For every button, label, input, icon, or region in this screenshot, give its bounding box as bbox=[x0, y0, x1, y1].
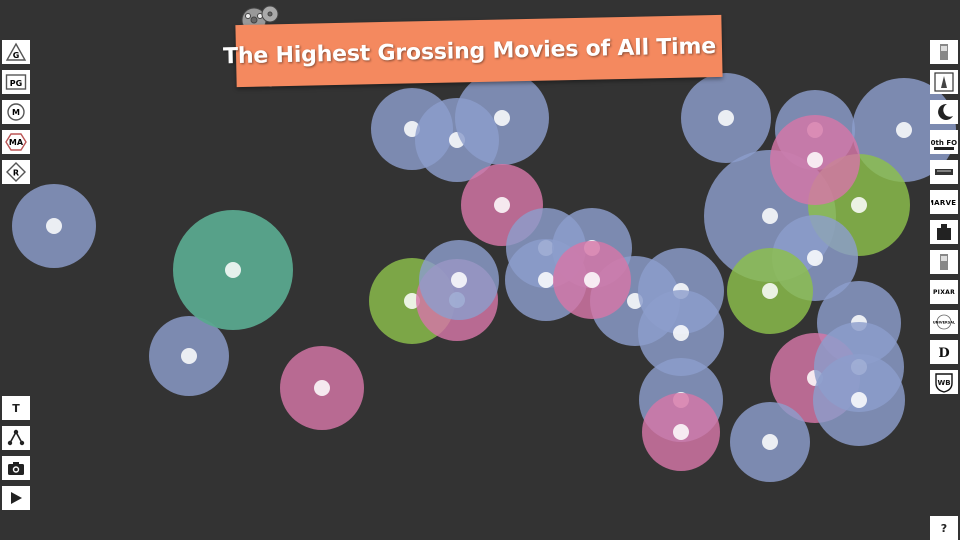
movie-bubble-center-dot bbox=[494, 110, 510, 126]
movie-bubble-center-dot bbox=[762, 283, 778, 299]
movie-bubble-center-dot bbox=[807, 250, 823, 266]
studio-filter-7[interactable] bbox=[930, 220, 958, 244]
svg-text:UNIVERSAL: UNIVERSAL bbox=[933, 321, 956, 325]
movie-bubble-center-dot bbox=[718, 110, 734, 126]
movie-bubble[interactable] bbox=[813, 354, 905, 446]
movie-bubble[interactable] bbox=[730, 402, 810, 482]
movie-bubble-center-dot bbox=[807, 152, 823, 168]
play-button[interactable] bbox=[2, 486, 30, 510]
20th-century-fox-logo-icon: 20th FOX bbox=[931, 139, 957, 150]
movie-bubble-center-dot bbox=[673, 325, 689, 341]
movie-bubble-center-dot bbox=[851, 197, 867, 213]
pixar-logo-icon: PIXAR bbox=[933, 289, 955, 296]
studio-filter-pixar[interactable]: PIXAR bbox=[930, 280, 958, 304]
movie-bubble-center-dot bbox=[494, 197, 510, 213]
svg-text:M: M bbox=[12, 108, 20, 117]
studio-filter-2[interactable] bbox=[930, 70, 958, 94]
camera-icon bbox=[8, 462, 24, 475]
title-banner: The Highest Grossing Movies of All Time bbox=[223, 14, 723, 88]
screenshot-button[interactable] bbox=[2, 456, 30, 480]
svg-text:PG: PG bbox=[10, 79, 22, 88]
movie-bubble-center-dot bbox=[673, 424, 689, 440]
rating-filter-pg[interactable]: PG bbox=[2, 70, 30, 94]
text-toggle-icon: T bbox=[12, 401, 20, 415]
rating-filter-r[interactable]: R bbox=[2, 160, 30, 184]
movie-bubble-center-dot bbox=[404, 293, 420, 309]
studio-logo-1-icon bbox=[940, 44, 948, 60]
warner-bros-logo-icon: WB bbox=[935, 373, 953, 393]
movie-bubble-center-dot bbox=[181, 348, 197, 364]
studio-logo-5-icon bbox=[935, 169, 953, 175]
movie-bubble-center-dot bbox=[851, 392, 867, 408]
studio-filter-disney[interactable]: D bbox=[930, 340, 958, 364]
movie-bubble-center-dot bbox=[762, 208, 778, 224]
movie-bubble[interactable] bbox=[638, 290, 724, 376]
movie-bubble-center-dot bbox=[451, 272, 467, 288]
movie-bubble[interactable] bbox=[12, 184, 96, 268]
page-title: The Highest Grossing Movies of All Time bbox=[222, 33, 717, 69]
svg-text:MA: MA bbox=[9, 138, 24, 147]
text-toggle-button[interactable]: T bbox=[2, 396, 30, 420]
help-icon: ? bbox=[940, 521, 948, 535]
universal-logo-icon: UNIVERSAL bbox=[933, 314, 956, 330]
movie-bubble[interactable] bbox=[553, 241, 631, 319]
svg-text:20th FOX: 20th FOX bbox=[931, 139, 957, 147]
movie-bubble-center-dot bbox=[896, 122, 912, 138]
play-icon bbox=[11, 492, 22, 504]
r-rating-icon: R bbox=[6, 162, 26, 182]
studio-filter-8[interactable] bbox=[930, 250, 958, 274]
studio-filter-warner-bros[interactable]: WB bbox=[930, 370, 958, 394]
help-button[interactable]: ? bbox=[930, 516, 958, 540]
svg-text:G: G bbox=[13, 51, 20, 60]
network-icon bbox=[7, 429, 25, 446]
rating-filter-m[interactable]: M bbox=[2, 100, 30, 124]
movie-bubble-center-dot bbox=[46, 218, 62, 234]
movie-bubble[interactable] bbox=[173, 210, 293, 330]
ma-rating-icon: MA bbox=[5, 133, 27, 151]
studio-logo-8-icon bbox=[940, 254, 948, 270]
svg-text:PIXAR: PIXAR bbox=[933, 289, 955, 296]
studio-filter-5[interactable] bbox=[930, 160, 958, 184]
m-rating-icon: M bbox=[7, 103, 25, 121]
movie-bubble[interactable] bbox=[681, 73, 771, 163]
studio-filter-20th-fox[interactable]: 20th FOX bbox=[930, 130, 958, 154]
rating-filter-g[interactable]: G bbox=[2, 40, 30, 64]
studio-filter-dreamworks[interactable] bbox=[930, 100, 958, 124]
movie-bubble-center-dot bbox=[225, 262, 241, 278]
svg-text:R: R bbox=[13, 169, 19, 178]
movie-bubble-center-dot bbox=[762, 434, 778, 450]
movie-bubble[interactable] bbox=[727, 248, 813, 334]
movie-bubble-center-dot bbox=[314, 380, 330, 396]
studio-logo-2-icon bbox=[934, 72, 954, 92]
disney-logo-icon: D bbox=[938, 346, 949, 361]
svg-text:MARVEL: MARVEL bbox=[931, 199, 957, 207]
movie-bubble[interactable] bbox=[149, 316, 229, 396]
rating-filter-ma[interactable]: MA bbox=[2, 130, 30, 154]
movie-bubble-center-dot bbox=[538, 272, 554, 288]
movie-bubble[interactable] bbox=[280, 346, 364, 430]
movie-bubble[interactable] bbox=[770, 115, 860, 205]
marvel-logo-icon: MARVEL bbox=[931, 199, 957, 207]
pg-rating-icon: PG bbox=[5, 74, 27, 90]
studio-logo-7-icon bbox=[937, 224, 951, 240]
movie-bubble[interactable] bbox=[455, 71, 549, 165]
movie-bubble[interactable] bbox=[419, 240, 499, 320]
studio-filter-universal[interactable]: UNIVERSAL bbox=[930, 310, 958, 334]
movie-bubble-center-dot bbox=[584, 272, 600, 288]
dreamworks-logo-icon bbox=[938, 103, 953, 120]
svg-text:WB: WB bbox=[937, 379, 950, 387]
studio-filter-marvel[interactable]: MARVEL bbox=[930, 190, 958, 214]
g-rating-icon: G bbox=[5, 42, 27, 61]
movie-bubble[interactable] bbox=[642, 393, 720, 471]
svg-text:D: D bbox=[938, 346, 949, 361]
studio-filter-1[interactable] bbox=[930, 40, 958, 64]
network-view-button[interactable] bbox=[2, 426, 30, 450]
